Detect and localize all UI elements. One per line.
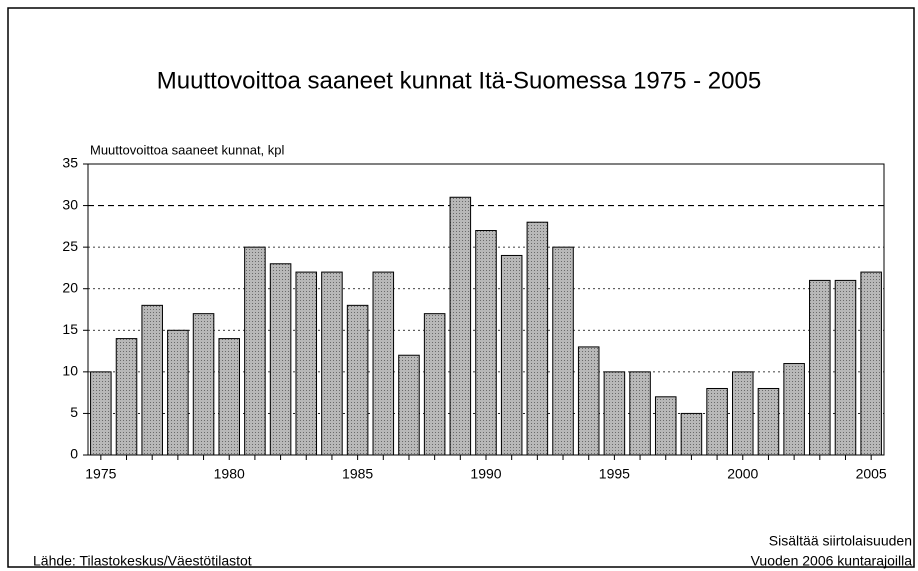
bar <box>526 221 549 456</box>
source: Lähde: Tilastokeskus/Väestötilastot <box>33 553 252 569</box>
bar <box>603 371 626 456</box>
bar <box>449 196 472 456</box>
x-tick-label: 1980 <box>214 466 245 482</box>
bar <box>577 346 600 456</box>
bar <box>218 338 240 456</box>
bar <box>244 246 266 456</box>
y-tick-label: 30 <box>62 196 78 212</box>
y-axis-label: Muuttovoittoa saaneet kunnat, kpl <box>90 142 285 157</box>
bar <box>167 329 189 456</box>
chart-title: Muuttovoittoa saaneet kunnat Itä-Suomess… <box>157 67 761 94</box>
bar <box>834 279 857 456</box>
bar <box>500 254 523 456</box>
x-tick-label: 1985 <box>342 466 373 482</box>
bar <box>269 263 292 456</box>
bar <box>192 313 215 456</box>
bar <box>90 371 112 456</box>
bar <box>680 412 703 456</box>
bar <box>141 304 163 456</box>
y-tick-label: 0 <box>70 446 78 462</box>
x-tick-label: 1975 <box>85 466 116 482</box>
bar <box>398 354 420 456</box>
bar <box>372 271 395 456</box>
bar <box>706 387 728 456</box>
bar <box>757 387 780 456</box>
bar <box>783 363 805 456</box>
y-tick-label: 35 <box>62 155 78 171</box>
y-tick-label: 25 <box>62 238 78 254</box>
bar <box>423 313 446 456</box>
bar <box>115 338 138 456</box>
bar <box>295 271 318 456</box>
y-tick-label: 15 <box>62 321 78 337</box>
bar <box>629 371 651 456</box>
bar <box>475 230 497 456</box>
x-tick-label: 1995 <box>599 466 630 482</box>
note: Sisältää siirtolaisuuden <box>769 533 912 549</box>
x-tick-label: 2005 <box>856 466 887 482</box>
y-tick-label: 20 <box>62 279 78 295</box>
bar <box>321 271 343 456</box>
bar <box>654 396 677 456</box>
bar <box>346 304 369 456</box>
x-tick-label: 1990 <box>470 466 501 482</box>
bar <box>860 271 882 456</box>
frame <box>7 7 915 568</box>
note: Vuoden 2006 kuntarajoilla <box>751 553 913 569</box>
bar <box>732 371 754 456</box>
y-tick-label: 5 <box>70 404 78 420</box>
bar <box>552 246 574 456</box>
y-tick-label: 10 <box>62 363 78 379</box>
bar <box>809 279 831 456</box>
x-tick-label: 2000 <box>727 466 758 482</box>
